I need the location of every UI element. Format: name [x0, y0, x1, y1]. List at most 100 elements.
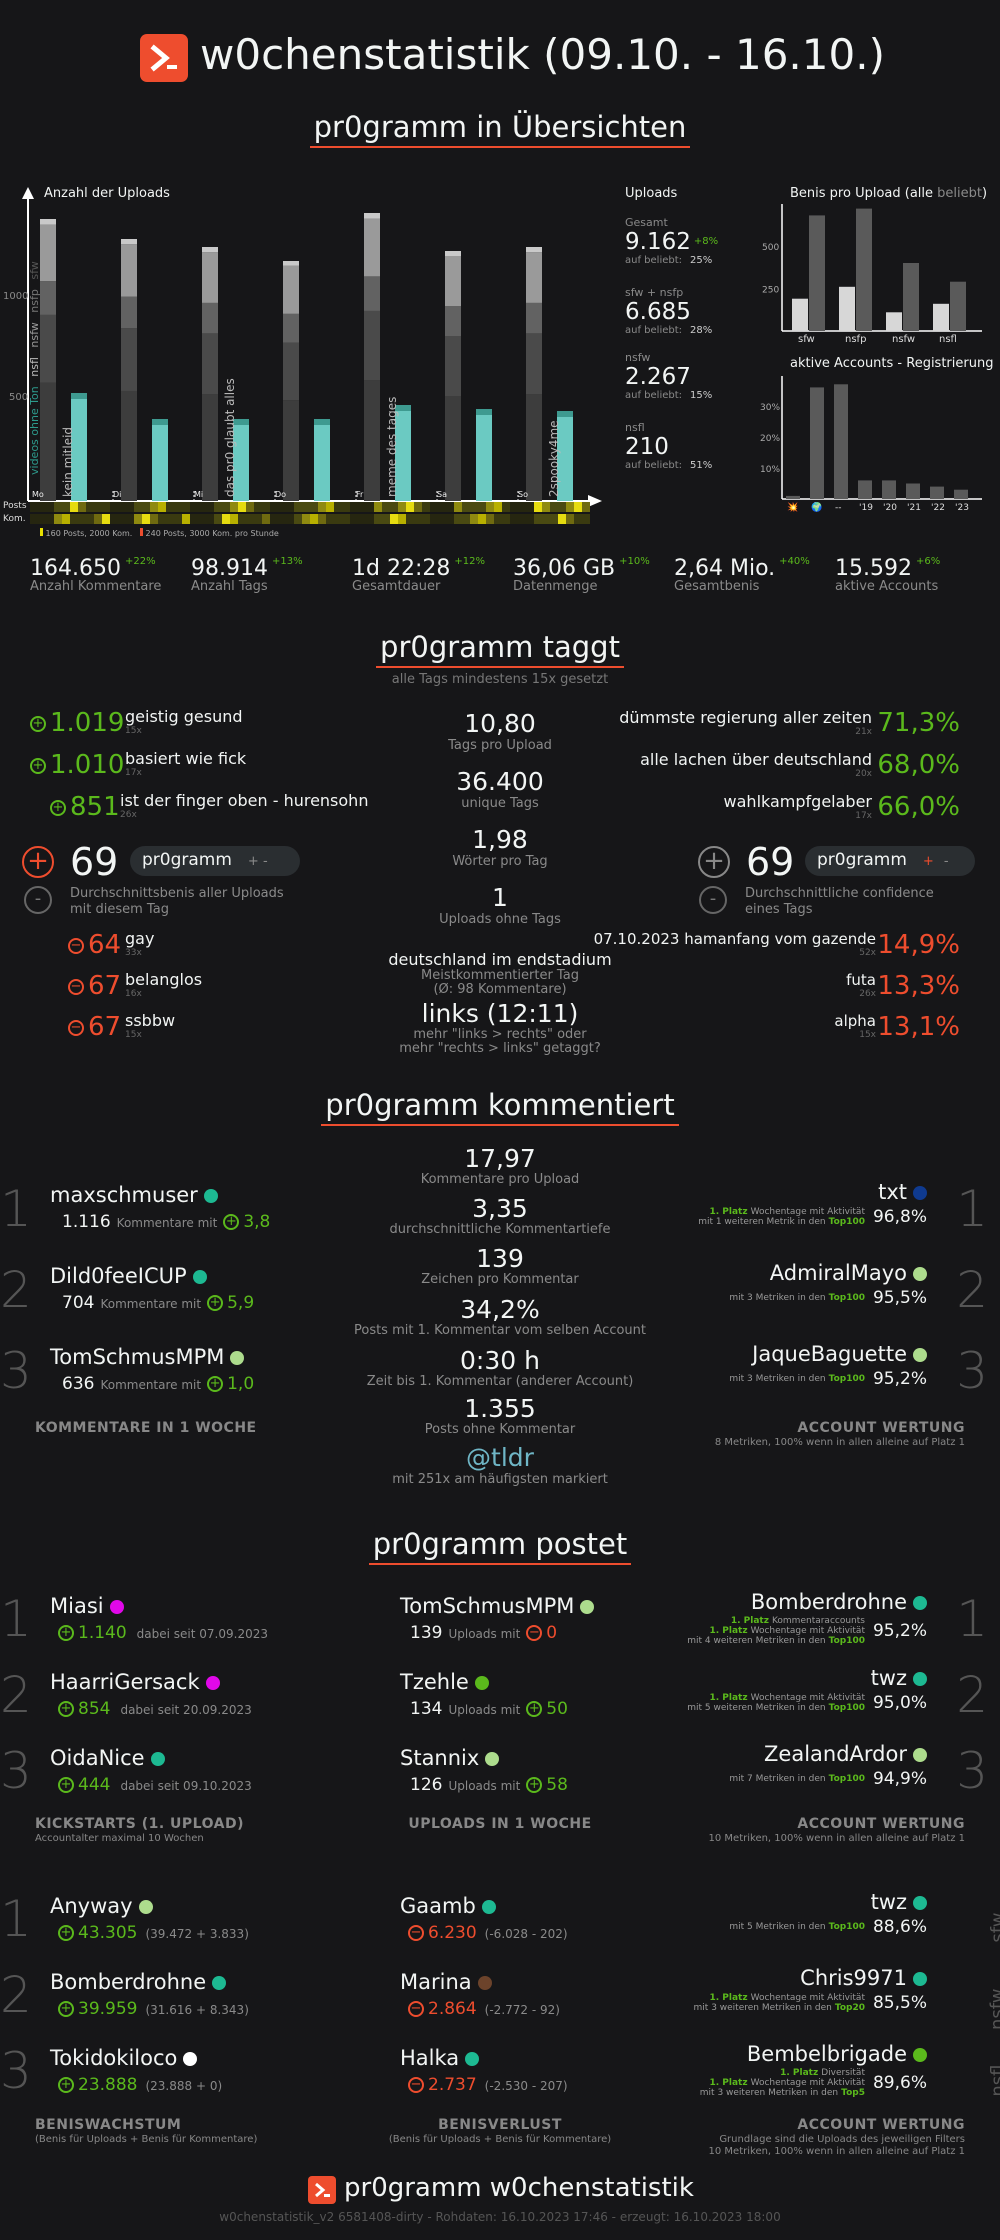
upload-bar-segment	[40, 219, 56, 225]
kick-user-name[interactable]: OidaNice	[50, 1746, 165, 1770]
benis-bar-beliebt	[856, 208, 872, 331]
grow-user-name[interactable]: Tokidokiloco	[50, 2046, 198, 2070]
minus-circle-icon[interactable]: -	[24, 886, 52, 914]
upload-user-name[interactable]: Tzehle	[400, 1670, 489, 1694]
kick-user-name[interactable]: Miasi	[50, 1594, 124, 1618]
benis-bar-beliebt	[809, 215, 825, 331]
tag-name: alpha	[834, 1012, 876, 1030]
mention-value[interactable]: @tldr	[466, 1443, 534, 1472]
user-status-dot	[913, 1748, 927, 1762]
heat-cell	[254, 502, 262, 512]
tag-pill[interactable]: pr0gramm + -	[805, 846, 975, 876]
loss-footer: BENISVERLUST	[438, 2117, 562, 2133]
tag-name: ssbbw	[125, 1011, 176, 1030]
heat-cell	[118, 514, 126, 524]
account-name[interactable]: ZealandArdor	[627, 1742, 927, 1766]
mention-stat: @tldr mit 251x am häufigsten markiert	[330, 1443, 670, 1488]
loss-user-name[interactable]: Marina	[400, 1970, 492, 1994]
kick-user-name[interactable]: HaarriGersack	[50, 1670, 220, 1694]
heat-cell	[54, 502, 62, 512]
comment-user-name[interactable]: Dild0feeICUP	[50, 1264, 207, 1288]
tag-name: basiert wie fick	[125, 749, 247, 768]
heat-cell	[222, 514, 230, 524]
filter-label: nsfw	[987, 1988, 1000, 2031]
heat-cell	[502, 514, 510, 524]
grow-footer-sub: (Benis für Uploads + Benis für Kommentar…	[35, 2134, 258, 2145]
account-name[interactable]: twz	[627, 1666, 927, 1690]
grow-user-name[interactable]: Anyway	[50, 1894, 153, 1918]
stat-label: Uploads ohne Tags	[439, 912, 561, 927]
heat-cell	[518, 514, 526, 524]
heat-cell	[494, 514, 502, 524]
rank-number: 1	[0, 1180, 32, 1238]
tag-conf-pct: 14,9%	[877, 930, 960, 960]
overview-stat: 15.592 +6% aktive Accounts	[835, 556, 995, 594]
upload-bar-segment	[364, 276, 380, 311]
comment-user-name[interactable]: maxschmuser	[50, 1183, 218, 1207]
account-name[interactable]: txt	[627, 1180, 927, 1204]
metric-line: 1. Platz Wochentage mit Aktivität	[709, 1206, 865, 1217]
grow-user-name[interactable]: Bomberdrohne	[50, 1970, 227, 1994]
plus-circle-icon[interactable]: +	[698, 846, 730, 878]
stat-label: Zeichen pro Kommentar	[421, 1272, 579, 1287]
account-name-text: AdmiralMayo	[769, 1261, 907, 1285]
beliebt-pct: 25%	[690, 255, 713, 266]
legend-item-1: 160 Posts, 2000 Kom.	[45, 529, 133, 538]
tag-name-block: geistig gesund 15x	[125, 707, 243, 736]
tag-name-block: belanglos 16x	[125, 970, 202, 999]
metric-line: 1. Platz Wochentage mit Aktivität	[709, 2078, 865, 2088]
minus-circle-icon[interactable]: -	[699, 886, 727, 914]
heat-cell	[94, 502, 102, 512]
overview-label: Gesamtdauer	[352, 579, 441, 594]
overview-stat: 1d 22:28 +12% Gesamtdauer	[352, 556, 512, 594]
comments-center-stat: 139 Zeichen pro Kommentar	[330, 1245, 670, 1287]
upload-user-name[interactable]: Stannix	[400, 1746, 500, 1770]
tag-name: gay	[125, 929, 155, 948]
comment-score: 3,8	[243, 1212, 271, 1232]
heat-cell	[350, 514, 358, 524]
tag-top: +1.010	[30, 750, 124, 780]
user-status-dot	[212, 1976, 227, 1990]
upload-user-name[interactable]: TomSchmusMPM	[400, 1594, 595, 1618]
heat-cell	[174, 502, 182, 512]
account-name[interactable]: twz	[627, 1890, 927, 1914]
account-name[interactable]: Chris9971	[627, 1966, 927, 1990]
grow-detail: (31.616 + 8.343)	[145, 2003, 249, 2017]
upload-bar-segment	[445, 251, 461, 256]
loss-user-name[interactable]: Halka	[400, 2046, 480, 2070]
tag-pill[interactable]: pr0gramm + -	[130, 846, 300, 876]
heat-cell	[294, 502, 302, 512]
heat-cell	[534, 502, 542, 512]
account-name[interactable]: JaqueBaguette	[627, 1342, 927, 1366]
footer-meta: w0chenstatistik_v2 6581408-dirty - Rohda…	[219, 2210, 781, 2224]
upload-stats-title: Uploads	[625, 186, 678, 201]
stat-value: 1,98	[472, 825, 528, 854]
day-note: das pr0 glaubt alles	[223, 378, 237, 497]
heat-cell	[94, 514, 102, 524]
plus-icon: +	[50, 799, 66, 816]
accounts-bar	[954, 489, 968, 499]
beliebt-label: auf beliebt:	[625, 390, 683, 401]
account-metrics: 1. Platz Wochentage mit Aktivität mit 1 we…	[627, 1206, 927, 1227]
account-name[interactable]: AdmiralMayo	[627, 1261, 927, 1285]
plus-circle-icon[interactable]: +	[22, 846, 54, 878]
overview-label: Gesamtbenis	[674, 579, 760, 594]
rank-number: 1	[956, 1180, 988, 1238]
rank-number: 2	[956, 1666, 988, 1724]
links-l2: mehr "rechts > links" getaggt?	[399, 1041, 601, 1056]
uploads-footer: UPLOADS IN 1 WOCHE	[408, 1816, 592, 1832]
loss-user-name[interactable]: Gaamb	[400, 1894, 496, 1918]
kick-since: dabei seit 09.10.2023	[120, 1779, 252, 1793]
comment-user-name[interactable]: TomSchmusMPM	[50, 1345, 245, 1369]
metric-line: 1. Platz Kommentaraccounts	[730, 1616, 865, 1626]
section-title-overview: pr0gramm in Übersichten	[309, 110, 691, 148]
account-name[interactable]: Bembelbrigade	[627, 2042, 927, 2066]
loss-detail: (-2.530 - 207)	[484, 2079, 568, 2093]
loss-score: 2.737	[428, 2075, 477, 2095]
account-metrics: 1. Platz Kommentaraccounts 1. Platz Wochent…	[627, 1616, 927, 1646]
overview-value: 1d 22:28 +12%	[352, 556, 485, 581]
account-name[interactable]: Bomberdrohne	[627, 1590, 927, 1614]
loss-footer-sub: (Benis für Uploads + Benis für Kommentar…	[388, 2134, 612, 2145]
benis-acc-footer-sub2: 10 Metriken, 100% wenn in allen alleine …	[708, 2146, 965, 2157]
grow-detail: (39.472 + 3.833)	[145, 1927, 249, 1941]
